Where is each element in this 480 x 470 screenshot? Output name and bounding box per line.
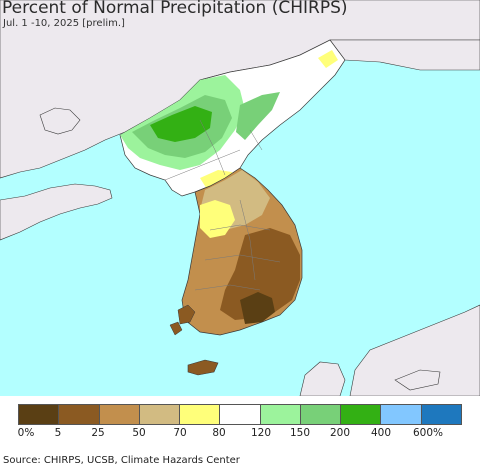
precipitation-map (0, 0, 480, 396)
legend-label: 80 (212, 427, 226, 439)
map-title: Percent of Normal Precipitation (CHIRPS) (2, 0, 348, 18)
color-legend (18, 404, 462, 425)
legend-swatch-10 (421, 405, 461, 424)
legend-swatch-6 (260, 405, 301, 424)
nk-dark-green-zone (150, 106, 212, 142)
legend-label: 50 (132, 427, 146, 439)
legend-swatch-5 (220, 405, 261, 424)
map-canvas (0, 0, 480, 396)
nk-northeast-yellow (318, 50, 338, 68)
japan-honshu (349, 304, 480, 396)
legend-label: 70 (173, 427, 187, 439)
japan-shikoku (394, 369, 441, 391)
legend-label: 0% (17, 427, 35, 439)
legend-swatch-2 (99, 405, 140, 424)
shandong-peninsula (0, 183, 113, 241)
nk-east-green-zone (236, 92, 280, 140)
sk-brown-zone (220, 228, 300, 320)
legend-label: 400 (370, 427, 392, 439)
legend-swatch-0 (19, 405, 60, 424)
japan-kyushu (299, 361, 346, 396)
sk-yellow-zone (200, 200, 235, 238)
legend-swatch-1 (59, 405, 100, 424)
sw-islands (169, 304, 196, 336)
legend-label: 600% (412, 427, 444, 439)
legend-swatch-4 (180, 405, 221, 424)
legend-label: 5 (54, 427, 62, 439)
legend-swatch-8 (341, 405, 382, 424)
source-credit: Source: CHIRPS, UCSB, Climate Hazards Ce… (3, 455, 240, 466)
legend-label: 150 (289, 427, 311, 439)
liaodong-peninsula (39, 107, 81, 135)
legend-labels: 0% 5 25 50 70 80 120 150 200 400 600% (0, 427, 480, 441)
map-subtitle: Jul. 1 -10, 2025 [prelim.] (3, 18, 125, 29)
legend-swatch-3 (139, 405, 181, 424)
legend-label: 200 (329, 427, 351, 439)
sk-dark-brown-zone (240, 292, 275, 324)
legend-label: 25 (91, 427, 105, 439)
legend-swatch-9 (381, 405, 422, 424)
legend-label: 120 (250, 427, 272, 439)
legend-swatch-7 (300, 405, 342, 424)
jeju-island (187, 359, 219, 376)
province-borders (164, 119, 281, 291)
